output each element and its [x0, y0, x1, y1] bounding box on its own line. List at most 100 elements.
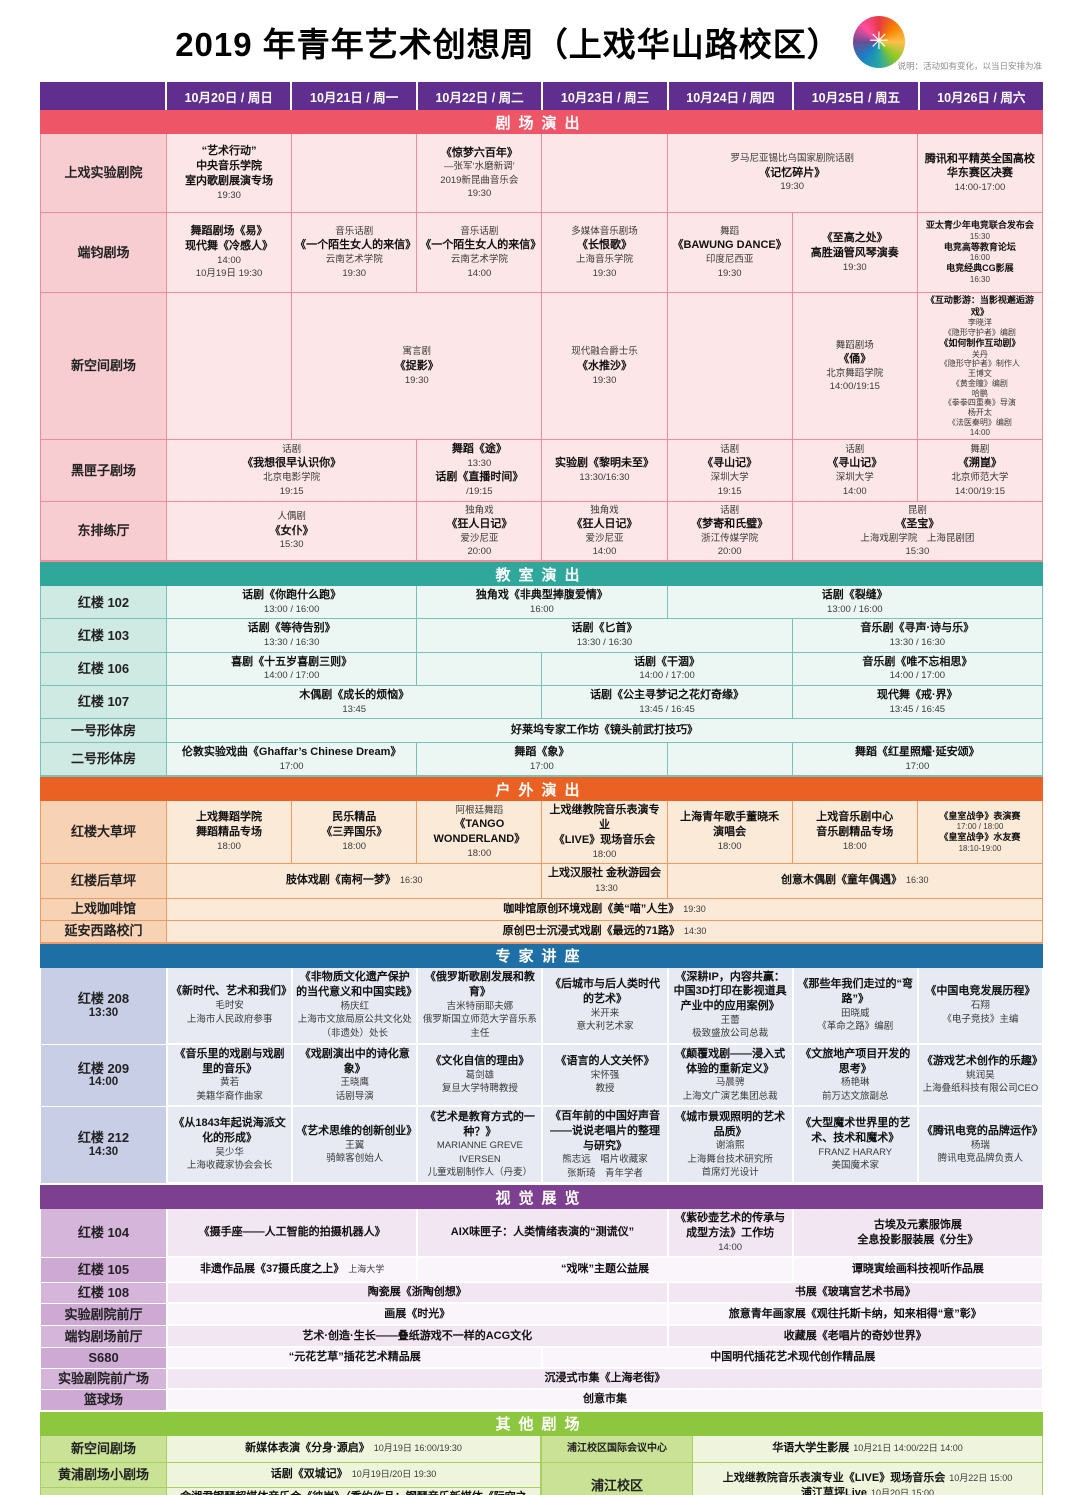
event-cell: 上戏汉服社 金秋游园会13:30	[541, 863, 667, 899]
schedule-row: 篮球场 创意市集	[41, 1389, 1042, 1411]
schedule-row: 红楼后草坪 肢体戏剧《南柯一梦》 16:30 上戏汉服社 金秋游园会13:30 创意木偶…	[41, 863, 1042, 899]
schedule-row: 新空间剧场 新媒体表演《分身·源启》 10月19日 16:00/19:30	[41, 1435, 540, 1463]
event-cell: 话剧《裂缝》 13:00 / 16:00	[666, 586, 1042, 620]
venue-time: 14:30	[88, 1145, 119, 1158]
event-text-line: 话剧《干涸》	[634, 655, 701, 668]
event-cell: 木偶剧《成长的烦恼》 13:45	[166, 685, 542, 719]
event-text-line: 13:45 / 16:45	[639, 703, 695, 715]
venue-label: 浦江校区国际会议中心	[542, 1435, 692, 1463]
event-cell: 《皇室战争》表演赛 17:00 / 18:00 《皇室战争》水友赛 18:10-19:…	[916, 801, 1042, 864]
date-cell: 10月22日 / 周二	[415, 82, 541, 110]
event-cell: 《艺术是教育方式的一种？》 MARIANNE GREVE IVERSEN 儿童戏剧制…	[416, 1106, 542, 1185]
event-text-line: 《颠覆戏剧——浸入式体验的重新定义》	[675, 1047, 786, 1075]
venue-label: 红楼 102	[41, 586, 166, 620]
event-text-line: 谢渝熙	[715, 1140, 745, 1152]
event-cell: 舞蹈《途》 13:30 话剧《直播时间》 /19:15	[416, 440, 542, 502]
section-剧场演出: 剧场演出 上戏实验剧院 “艺术行动” 中央音乐学院 室内歌剧展演专场 19:30 《惊梦六百…	[40, 110, 1043, 563]
section-教室演出: 教室演出 红楼 102 话剧《你跑什么跑》 13:00 / 16:00 独角戏《非典型捧…	[40, 562, 1043, 778]
date-cell: 10月21日 / 周一	[290, 82, 415, 110]
event-text-line: 19:30	[404, 374, 429, 386]
event-text-line: 《梦寄和氏璧》	[691, 517, 769, 530]
event-text-line: 上海青年歌手董晓禾	[680, 811, 780, 824]
schedule-row: 红楼 108 陶瓷展《浙陶创想》 书展《玻璃宫艺术书局》	[41, 1283, 1042, 1305]
event-text-line: 浦江草坪Live 10月20日 15:00	[801, 1486, 934, 1495]
event-text-line: 旅意青年画家展《观往托斯卡纳，知来相得“意”彰》	[728, 1307, 982, 1320]
event-cell: 《非物质文化遗产保护的当代意义和中国实践》 杨庆红 上海市文旅局原公共文化处（非遗处…	[291, 967, 417, 1045]
section-header: 视觉展览	[40, 1185, 1043, 1210]
venue-name: 篮球场	[83, 1391, 123, 1407]
venue-label: 东排练厅	[41, 501, 166, 562]
empty-cell	[666, 293, 792, 441]
event-text-line: 杨瑞	[970, 1139, 990, 1151]
event-time-tail: 10月19日 16:00/19:30	[373, 1443, 462, 1454]
event-text-line: 话剧《等待告别》	[247, 622, 336, 635]
event-cell: 肢体戏剧《南柯一梦》 16:30	[166, 863, 542, 899]
event-text-line: 杨庆红	[340, 1001, 369, 1012]
event-text-line: 《紫砂壶艺术的传承与成型方法》工作坊	[675, 1212, 786, 1239]
event-text-line: 民乐精品	[332, 811, 377, 824]
event-cell: 《城市景观照明的艺术品质》 谢渝熙 上海舞台技术研究所 首席灯光设计	[666, 1106, 792, 1185]
event-text-line: 黄若	[220, 1077, 240, 1089]
event-text-line: 寓言剧	[402, 346, 432, 358]
event-text-line: 《女仆》	[269, 524, 314, 537]
section-header: 专家讲座	[40, 943, 1043, 968]
event-text-line: 伦敦实验戏曲《Ghaffar’s Chinese Dream》	[181, 745, 402, 758]
event-text-line: 13:30 / 16:30	[889, 637, 946, 649]
event-cell: 音乐话剧 《一个陌生女人的来信》 云南艺术学院 19:30	[291, 213, 417, 293]
venue-label: 黑匣子剧场	[41, 440, 166, 502]
event-text-line: 实验剧《黎明未至》	[554, 457, 654, 470]
event-text-line: 20:00	[467, 546, 492, 558]
event-text-line: 熊志远 唱片收藏家	[562, 1154, 648, 1166]
event-cell: 独角戏 《狂人日记》 爱沙尼亚 20:00	[416, 501, 542, 562]
section-body: 红楼 104 《摄手座——人工智能的拍摄机器人》 AIX味匣子：人类情绪表演的“测谎…	[40, 1209, 1043, 1412]
event-text-line: 《隐形守护者》编剧	[943, 328, 1016, 338]
event-text-line: 《记忆碎片》	[759, 166, 826, 179]
event-text-line: 电竞高等教育论坛	[943, 241, 1016, 252]
event-text-line: 2019新昆曲音乐会	[440, 174, 519, 186]
venue-label: 红楼 104	[41, 1209, 166, 1259]
event-cell: 腾讯和平精英全国高校华东赛区决赛 14:00-17:00	[916, 134, 1042, 213]
event-text-line: 《艺术是教育方式的一种？》	[424, 1110, 535, 1138]
event-text-line: 书展《玻璃宫艺术书局》	[794, 1286, 916, 1299]
event-text-line: 《捉影》	[394, 359, 439, 372]
event-cell: 现代融合爵士乐 《水推沙》 19:30	[541, 293, 667, 441]
event-cell: “艺术行动” 中央音乐学院 室内歌剧展演专场 19:30	[166, 134, 292, 213]
event-cell: 话剧 《我想很早认识你》 北京电影学院 19:15	[166, 440, 417, 502]
section-body: 上戏实验剧院 “艺术行动” 中央音乐学院 室内歌剧展演专场 19:30 《惊梦六百年》 —张…	[40, 134, 1043, 563]
event-text-line: 《腾讯电竞的品牌运作》	[921, 1124, 1042, 1137]
event-time-tail: 16:30	[399, 875, 423, 886]
event-text-line: 上戏音乐剧中心	[816, 811, 894, 824]
event-text-line: 14:00-17:00	[954, 182, 1006, 194]
section-header: 教室演出	[40, 562, 1043, 587]
date-cell: 10月24日 / 周四	[666, 82, 792, 110]
schedule-row: 东排练厅 人偶剧 《女仆》 15:30 独角戏 《狂人日记》 爱沙尼亚 20:00 独角戏 《狂人…	[41, 501, 1042, 562]
event-text-line: 肢体戏剧《南柯一梦》 16:30	[285, 874, 423, 887]
event-text-line: 多媒体音乐剧场	[571, 226, 638, 238]
event-cell: 《深耕IP，内容共赢：中国3D打印在影视道具产业中的应用案例》 王蕾 极致盛放公司总…	[666, 967, 792, 1045]
event-cell: 创意市集	[166, 1389, 1042, 1411]
event-text-line: 音乐剧《唯不忘相思》	[862, 655, 973, 668]
section-视觉展览: 视觉展览 红楼 104 《摄手座——人工智能的拍摄机器人》 AIX味匣子：人类情绪表演…	[40, 1185, 1043, 1412]
venue-label: 上戏实验剧院	[41, 134, 166, 213]
event-cell: 寓言剧 《捉影》 19:30	[291, 293, 542, 441]
event-text-line: 现代舞《冷感人》	[185, 240, 274, 253]
event-text-line: 木偶剧《成长的烦恼》	[299, 688, 410, 701]
event-cell: 《俄罗斯歌剧发展和教育》 吉米特丽耶夫娜 俄罗斯国立师范大学音乐系主任	[416, 967, 542, 1045]
venue-name: 端钧剧场前厅	[64, 1328, 143, 1344]
venue-name: 上戏咖啡馆	[70, 901, 136, 917]
event-text-line: 好莱坞专家工作坊《镜头前武打技巧》	[511, 723, 698, 736]
event-text-line: 《俄罗斯歌剧发展和教育》	[424, 971, 535, 999]
event-text-line: 张斯琦 青年学者	[566, 1167, 643, 1179]
event-text-line: 关丹	[971, 349, 988, 359]
event-text-line: 上戏继教院音乐表演专业	[549, 804, 660, 831]
event-text-line: 上海收藏家协会会长	[186, 1160, 273, 1172]
event-text-line: MARIANNE GREVE IVERSEN	[436, 1140, 523, 1165]
event-text-line: 上海叠纸科技有限公司CEO	[922, 1083, 1039, 1095]
event-text-line: 王晓鹰	[340, 1077, 369, 1089]
event-cell: 上戏音乐剧中心 音乐剧精品专场 18:00	[791, 801, 917, 864]
event-text-line: 13:45 / 16:45	[889, 703, 946, 715]
event-text-line: 19:30	[217, 189, 241, 201]
event-text-line: 北京舞蹈学院	[826, 367, 884, 379]
venue-label: 上戏咖啡馆	[41, 898, 166, 921]
venue-name: 黑匣子剧场	[70, 462, 136, 478]
